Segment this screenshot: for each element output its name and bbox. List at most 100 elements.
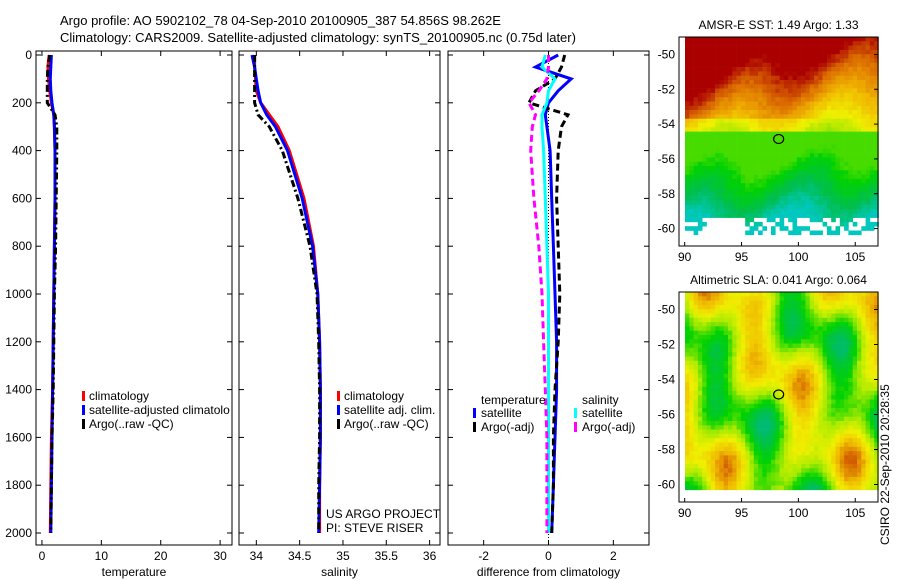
map-cell <box>831 114 836 119</box>
map-cell <box>749 71 755 76</box>
map-cell <box>818 92 823 98</box>
map-cell <box>826 161 832 167</box>
map-cell <box>775 37 780 42</box>
y-tick-label: 1600 <box>5 430 32 444</box>
map-cell <box>732 114 737 119</box>
map-cell <box>736 183 742 188</box>
map-cell <box>685 416 690 422</box>
map-cell <box>852 135 858 141</box>
map-cell <box>796 174 802 180</box>
map-cell <box>861 309 866 314</box>
map-cell <box>762 433 767 439</box>
map-cell <box>753 183 759 188</box>
map-cell <box>762 446 767 452</box>
map-cell <box>848 347 853 353</box>
map-cell <box>874 322 879 327</box>
map-cell <box>822 421 828 426</box>
map-cell <box>826 187 832 193</box>
map-cell <box>740 127 746 132</box>
map-cell <box>861 101 866 107</box>
map-cell <box>758 92 763 98</box>
map-cell <box>749 148 755 154</box>
map-cell <box>702 191 707 197</box>
map-cell <box>805 317 810 323</box>
map-cell <box>710 317 716 323</box>
map-cell <box>844 442 849 448</box>
map-cell <box>693 451 699 456</box>
map-cell <box>814 455 819 460</box>
map-cell <box>715 92 720 98</box>
map-cell <box>753 54 759 59</box>
map-cell <box>753 390 759 396</box>
map-cell <box>792 399 798 405</box>
map-cell <box>749 438 755 443</box>
map-cell <box>762 213 767 218</box>
map-cell <box>740 395 746 400</box>
map-cell <box>865 37 871 42</box>
map-cell <box>758 58 763 64</box>
map-cell <box>809 58 815 64</box>
map-cell <box>783 446 789 452</box>
map-cell <box>771 84 776 89</box>
map-cell <box>719 476 724 482</box>
map-cell <box>740 365 746 370</box>
map-cell <box>766 347 772 353</box>
map-cell <box>719 37 724 42</box>
map-cell <box>826 382 832 387</box>
map-cell <box>758 75 763 81</box>
map-cell <box>788 464 793 469</box>
map-cell <box>839 399 845 405</box>
map-cell <box>749 88 755 94</box>
map-cell <box>689 209 694 214</box>
map-axes-box <box>678 36 879 247</box>
map-cell <box>697 459 703 465</box>
map-cell <box>685 352 690 357</box>
map-cell <box>693 97 699 102</box>
map-cell <box>762 309 767 314</box>
map-cell <box>848 421 853 426</box>
map-cell <box>874 378 879 383</box>
map-cell <box>706 425 712 430</box>
map-cell <box>865 170 871 175</box>
map-cell <box>865 88 871 94</box>
map-cell <box>788 37 793 42</box>
map-cell <box>775 451 780 456</box>
map-cell <box>839 403 845 409</box>
map-cell <box>762 347 767 353</box>
map-cell <box>809 395 815 400</box>
map-cell <box>809 309 815 314</box>
map-cell <box>865 412 871 417</box>
map-cell <box>745 144 750 150</box>
map-cell <box>689 71 694 76</box>
map-cell <box>762 369 767 374</box>
map-cell <box>689 97 694 102</box>
map-cell <box>814 114 819 119</box>
map-cell <box>693 71 699 76</box>
map-cell <box>728 178 733 184</box>
map-cell <box>732 378 737 383</box>
map-cell <box>702 131 707 137</box>
map-cell <box>852 170 858 175</box>
map-cell <box>771 144 776 150</box>
map-cell <box>857 80 862 85</box>
map-cell <box>869 135 875 141</box>
map-cell <box>805 412 810 417</box>
map-cell <box>689 37 694 42</box>
map-cell <box>783 399 789 405</box>
map-cell <box>779 412 785 417</box>
map-cell <box>753 313 759 319</box>
map-cell <box>736 178 742 184</box>
map-cell <box>693 386 699 392</box>
map-cell <box>848 300 853 306</box>
map-cell <box>749 476 755 482</box>
map-cell <box>809 300 815 306</box>
map-cell <box>801 226 806 231</box>
map-cell <box>689 347 694 353</box>
map-cell <box>702 433 707 439</box>
map-cell <box>869 365 875 370</box>
map-cell <box>861 174 866 180</box>
map-cell <box>753 309 759 314</box>
map-cell <box>865 360 871 366</box>
map-cell <box>865 386 871 392</box>
map-cell <box>771 326 776 331</box>
